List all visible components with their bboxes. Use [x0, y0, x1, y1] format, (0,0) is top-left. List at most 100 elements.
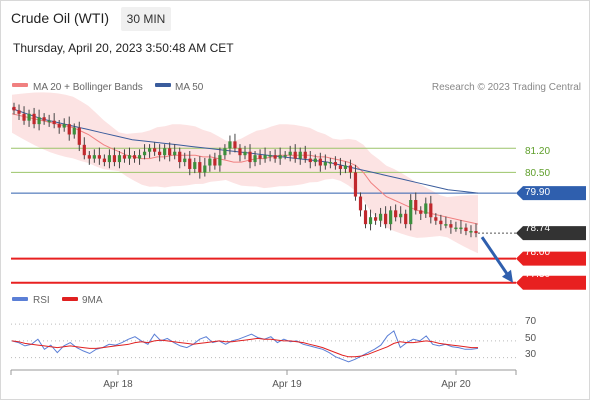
candle	[278, 147, 282, 165]
candle-body	[112, 155, 117, 163]
candle-body	[283, 155, 287, 157]
candle-body	[389, 210, 393, 225]
candle	[208, 154, 212, 172]
candle	[188, 151, 192, 176]
candle	[389, 206, 393, 231]
candle-body	[57, 124, 61, 128]
chart-datetime: Thursday, April 20, 2023 3:50:48 AM CET	[13, 41, 234, 55]
candle	[97, 147, 101, 165]
level-box-79-90	[516, 186, 586, 201]
candle	[323, 154, 327, 170]
candle	[429, 195, 433, 224]
candle-body	[429, 203, 433, 218]
candle-body	[293, 151, 297, 159]
candle	[288, 145, 292, 162]
candle	[439, 214, 443, 231]
rsi-ma-legend-swatch	[62, 297, 78, 301]
candle-body	[233, 141, 237, 149]
candle	[318, 152, 322, 172]
candle	[67, 116, 71, 141]
candle	[77, 121, 81, 152]
candle-body	[434, 217, 438, 221]
candle	[178, 147, 182, 169]
candle-body	[158, 151, 162, 156]
price-levels	[11, 147, 586, 290]
level-label-80-50: 80.50	[525, 168, 550, 179]
candle	[233, 133, 237, 153]
candle-body	[343, 165, 348, 169]
candle	[42, 113, 46, 125]
candle	[303, 145, 307, 163]
candle-body	[12, 106, 16, 111]
candle	[424, 197, 428, 218]
candle	[122, 149, 127, 163]
candle-body	[142, 151, 147, 156]
candle-body	[318, 158, 322, 166]
level-label-78-00: 78.00	[525, 247, 550, 258]
candle	[158, 144, 162, 162]
candle-body	[409, 200, 413, 225]
level-box-78-00	[516, 251, 586, 266]
candle-body	[102, 158, 106, 163]
level-label-78-74: 78.74	[525, 223, 550, 234]
candle	[399, 206, 403, 224]
rsi-line	[11, 330, 479, 363]
level-box-78-74	[516, 226, 586, 241]
candle-body	[193, 162, 197, 169]
candle-body	[444, 224, 448, 226]
candle	[92, 149, 96, 163]
candle-body	[323, 162, 327, 166]
candlesticks	[12, 102, 478, 238]
candle	[52, 113, 56, 129]
candle-body	[258, 155, 262, 159]
forecast-arrow-head	[502, 269, 513, 283]
candle-body	[183, 158, 187, 163]
candle	[353, 164, 358, 201]
candle-body	[424, 203, 428, 214]
candle	[434, 213, 438, 225]
candle	[404, 209, 408, 229]
candle-body	[454, 227, 458, 230]
candle	[72, 123, 76, 139]
candle-body	[97, 155, 101, 159]
candle-body	[173, 151, 177, 156]
candle-body	[348, 165, 353, 173]
candle-body	[358, 196, 363, 211]
candle-body	[107, 155, 112, 163]
candle	[127, 147, 132, 165]
candle	[147, 144, 152, 158]
candle-body	[243, 151, 247, 156]
candle-body	[127, 155, 132, 159]
level-label-77-30: 77.30	[525, 269, 550, 280]
candle-body	[469, 231, 473, 233]
candle-body	[313, 158, 317, 163]
candle-body	[273, 155, 277, 159]
candle	[409, 194, 413, 231]
candle-body	[439, 220, 443, 225]
candle-body	[32, 113, 36, 125]
candle	[474, 223, 478, 238]
candle	[464, 223, 468, 236]
candle-body	[62, 124, 66, 128]
candle	[394, 204, 398, 222]
candle-body	[67, 124, 71, 135]
candle	[238, 144, 242, 162]
candle	[218, 147, 222, 172]
candle	[87, 151, 91, 165]
x-axis-ticks	[10, 370, 517, 375]
candle-body	[188, 158, 192, 169]
candle	[37, 109, 41, 131]
candle-body	[22, 113, 26, 121]
interval-selector[interactable]: 30 MIN	[121, 7, 171, 31]
candle	[444, 216, 448, 229]
candle	[213, 152, 217, 170]
candle-body	[278, 155, 282, 159]
level-labels: 81.20 80.50 79.90 78.74 78.00 77.30	[525, 146, 550, 280]
candle-body	[248, 151, 252, 163]
rsi-tick-70: 70	[525, 316, 537, 327]
ma50-legend-swatch	[155, 83, 171, 87]
candle-body	[163, 148, 167, 156]
candle-body	[228, 141, 232, 149]
candle	[27, 109, 31, 127]
candle	[298, 147, 302, 165]
